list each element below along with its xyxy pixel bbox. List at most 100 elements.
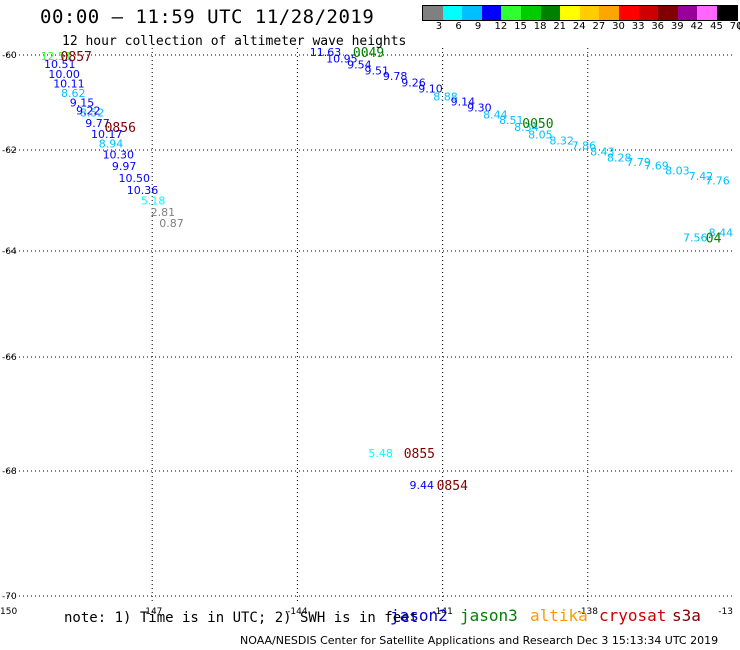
wave-height-value: 0.87: [159, 217, 184, 230]
legend-swatch: [501, 6, 521, 20]
wave-height-value: 8.05: [528, 128, 553, 141]
legend-swatch: [618, 6, 639, 20]
legend-label: 9: [474, 21, 482, 32]
wave-height-value: 8.51: [499, 114, 524, 127]
color-legend: [422, 5, 738, 21]
wave-height-value: 8.52: [80, 106, 105, 119]
legend-label: 24: [572, 21, 586, 32]
legend-label: 3: [435, 21, 443, 32]
legend-swatch: [716, 6, 737, 20]
wave-height-value: 8.43: [590, 146, 615, 159]
wave-height-value: 10.50: [119, 172, 151, 185]
satellite-jason2: jason2: [390, 606, 448, 625]
wave-height-value: 8.88: [433, 90, 458, 103]
legend-label: 6: [455, 21, 462, 32]
wave-height-value: 10.30: [103, 149, 135, 162]
wave-height-value: 9.77: [85, 117, 110, 130]
y-tick-label: -66: [2, 353, 17, 363]
wave-height-value: 8.62: [61, 87, 86, 100]
x-tick-label: -141: [432, 607, 452, 617]
legend-swatch: [677, 6, 698, 20]
legend-label: 42: [690, 21, 704, 32]
time-labels: 0857 0856 0049 0050 04 0855 0854: [61, 46, 722, 494]
legend-label: 12: [494, 21, 508, 32]
wave-height-value: 8.94: [99, 137, 124, 150]
legend-swatch: [540, 6, 561, 20]
pass-time-label: 0049: [353, 46, 384, 61]
wave-height-value: 9.22: [76, 105, 101, 118]
chart-subtitle: 12 hour collection of altimeter wave hei…: [62, 34, 407, 49]
wave-height-value: 10.51: [44, 58, 76, 71]
wave-height-value: 7.86: [572, 140, 597, 153]
satellite-cryosat: cryosat: [599, 606, 667, 625]
pass-time-label: 0854: [437, 479, 468, 494]
wave-height-value: 9.14: [451, 96, 476, 109]
wave-height-value: 9.44: [410, 479, 435, 492]
pass-time-label: 0050: [522, 117, 553, 132]
x-tick-label: -144: [287, 607, 308, 617]
legend-label: 36: [651, 21, 665, 32]
x-tick-label: -150: [0, 607, 17, 617]
wave-height-value: 9.10: [418, 82, 443, 95]
y-tick-label: -64: [2, 247, 17, 257]
pass-time-label: 04: [706, 231, 722, 246]
x-tick-label: -13: [718, 607, 733, 617]
wave-height-value: 11.63: [310, 46, 342, 59]
satellite-s3a: s3a: [672, 606, 701, 625]
wave-height-value: 8.28: [607, 152, 632, 165]
wave-height-value: 7.42: [689, 170, 714, 183]
legend-label: 21: [553, 21, 567, 32]
legend-swatch: [560, 6, 580, 20]
footer-note: note: 1) Time is in UTC; 2) SWH is in fe…: [64, 610, 419, 626]
wave-height-value: 5.18: [141, 195, 166, 208]
grid-lines: [7, 48, 733, 604]
x-tick-label: -138: [578, 607, 599, 617]
wave-height-value: 12.51: [41, 50, 73, 63]
y-tick-label: -68: [2, 467, 17, 477]
wave-height-value: 9.26: [401, 77, 426, 90]
legend-unit: (ft): [738, 21, 740, 32]
legend-swatch: [658, 6, 678, 20]
wave-height-value: 8.34: [514, 121, 539, 134]
legend-label: 30: [612, 21, 625, 32]
wave-height-value: 9.54: [347, 59, 372, 72]
legend-label: 39: [670, 21, 684, 32]
wave-height-value: 8.44: [483, 108, 508, 121]
pass-time-label: 0856: [105, 121, 136, 136]
legend-label: 18: [533, 21, 547, 32]
wave-height-value: 10.36: [127, 184, 159, 197]
y-tick-label: -70: [2, 592, 17, 602]
wave-height-value: 2.81: [151, 206, 176, 219]
legend-swatch: [481, 6, 502, 20]
data-points: 12.5110.5110.0010.118.629.158.529.229.77…: [41, 46, 734, 492]
wave-height-value: 9.97: [112, 160, 137, 173]
pass-time-label: 0855: [404, 447, 435, 462]
wave-height-value: 7.79: [626, 156, 651, 169]
satellite-jason3: jason3: [460, 606, 518, 625]
wave-height-value: 8.44: [709, 226, 734, 239]
chart-title: 00:00 – 11:59 UTC 11/28/2019: [40, 6, 375, 28]
legend-swatch: [423, 6, 443, 20]
wave-height-value: 7.76: [705, 174, 730, 187]
legend-label: 15: [514, 21, 527, 32]
y-tick-label: -60: [2, 51, 17, 61]
legend-swatch: [520, 6, 541, 20]
wave-height-value: 7.56: [683, 231, 708, 244]
wave-height-value: 5.48: [368, 447, 393, 460]
wave-height-value: 10.17: [91, 128, 123, 141]
wave-height-value: 7.69: [644, 160, 669, 173]
y-tick-label: -62: [2, 146, 17, 156]
wave-height-value: 10.95: [326, 52, 358, 65]
legend-swatch: [599, 6, 619, 20]
x-tick-label: -147: [142, 607, 162, 617]
legend-label: 45: [710, 21, 723, 32]
satellite-altika: altika: [530, 606, 588, 625]
legend-label: 33: [631, 21, 645, 32]
credit-line: NOAA/NESDIS Center for Satellite Applica…: [240, 634, 719, 647]
legend-label: 70: [729, 21, 740, 32]
footer-note-row: note: 1) Time is in UTC; 2) SWH is in fe…: [64, 610, 418, 626]
legend-swatch: [697, 6, 717, 20]
wave-height-value: 10.11: [53, 78, 85, 91]
